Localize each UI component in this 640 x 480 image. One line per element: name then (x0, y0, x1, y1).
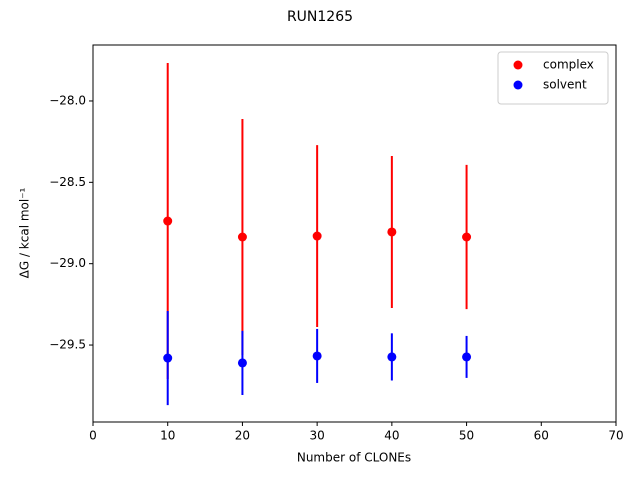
legend-marker (513, 80, 523, 90)
legend-box (497, 51, 609, 105)
legend-label: complex (543, 58, 594, 72)
y-tick-label: −28.5 (49, 175, 86, 189)
x-tick-label: 30 (310, 429, 325, 443)
point (163, 353, 173, 363)
point (462, 232, 472, 242)
y-tick-label: −29.0 (49, 256, 86, 270)
y-axis-label: ΔG / kcal mol⁻¹ (18, 187, 32, 278)
x-tick-label: 0 (89, 429, 97, 443)
x-tick-label: 70 (608, 429, 623, 443)
x-tick-label: 20 (235, 429, 250, 443)
plot-frame (92, 44, 617, 423)
x-tick-label: 10 (160, 429, 175, 443)
x-tick-label: 50 (459, 429, 474, 443)
point (237, 358, 247, 368)
point (312, 351, 322, 361)
legend-label: solvent (543, 78, 587, 92)
legend: complex solvent (497, 51, 609, 105)
point (387, 352, 397, 362)
point (387, 227, 397, 237)
chart-title: RUN1265 (287, 9, 353, 25)
legend-marker (513, 60, 523, 70)
x-axis-label: Number of CLONEs (297, 451, 411, 465)
x-tick-label: 60 (534, 429, 549, 443)
x-tick-label: 40 (384, 429, 399, 443)
y-tick-label: −28.0 (49, 93, 86, 107)
point (312, 231, 322, 241)
point (462, 352, 472, 362)
point (237, 232, 247, 242)
y-tick-label: −29.5 (49, 338, 86, 352)
point (163, 216, 173, 226)
